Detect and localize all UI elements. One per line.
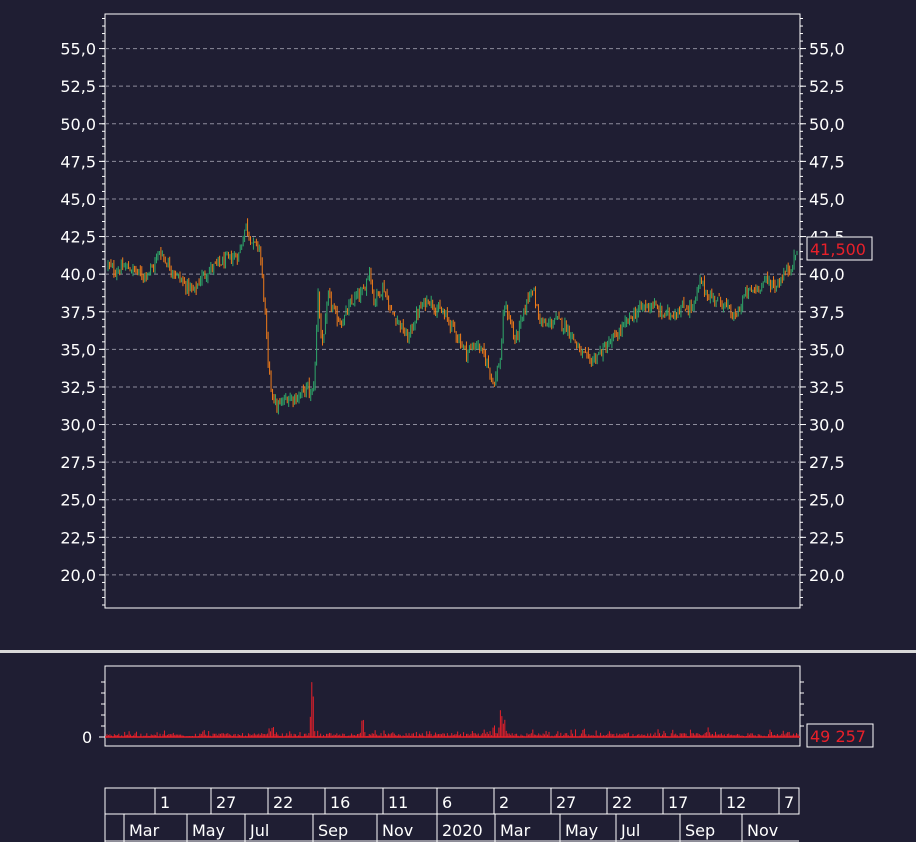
last-price-label: 41,500	[810, 240, 866, 259]
y-tick-label-right: 50,0	[809, 115, 845, 134]
y-tick-label-right: 52,5	[809, 77, 845, 96]
y-tick-label-right: 47,5	[809, 152, 845, 171]
date-tick-label: 11	[388, 793, 408, 812]
month-tick-label: Nov	[747, 821, 778, 840]
volume-bars	[105, 682, 800, 738]
y-tick-label-left: 25,0	[60, 491, 96, 510]
last-price-box	[806, 236, 873, 261]
y-tick-label-left: 35,0	[60, 340, 96, 359]
y-tick-label-right: 25,0	[809, 491, 845, 510]
y-tick-label-right: 37,5	[809, 303, 845, 322]
y-tick-label-left: 50,0	[60, 115, 96, 134]
date-tick-label: 7	[784, 793, 794, 812]
price-candles	[107, 218, 798, 415]
y-tick-label-right: 45,0	[809, 190, 845, 209]
y-tick-label-left: 27,5	[60, 453, 96, 472]
y-tick-label-right: 22,5	[809, 528, 845, 547]
date-tick-label: 27	[216, 793, 236, 812]
y-tick-label-right: 32,5	[809, 378, 845, 397]
volume-plot-area[interactable]	[104, 665, 801, 747]
y-tick-label-left: 30,0	[60, 416, 96, 435]
y-tick-label-left: 45,0	[60, 190, 96, 209]
y-tick-label-right: 35,0	[809, 340, 845, 359]
price-gridlines	[105, 48, 800, 576]
price-axis-left: 55,0 52,5 50,0 47,5 45,0 42,5 40,0 37,5 35,0 32,5…	[60, 18, 105, 606]
y-tick-label-right: 40,0	[809, 265, 845, 284]
y-tick-label-left: 40,0	[60, 265, 96, 284]
y-tick-label-left: 32,5	[60, 378, 96, 397]
y-tick-label-left: 22,5	[60, 528, 96, 547]
month-tick-label: Mar	[500, 821, 531, 840]
y-tick-label-left: 55,0	[60, 40, 96, 59]
volume-zero-label: 0	[82, 728, 92, 747]
month-tick-label: May	[192, 821, 225, 840]
y-tick-label-right: 55,0	[809, 40, 845, 59]
volume-last-box	[806, 723, 874, 748]
panel-separator[interactable]	[0, 650, 916, 653]
y-tick-label-left: 37,5	[60, 303, 96, 322]
month-tick-label: Mar	[129, 821, 160, 840]
month-tick-label: Jul	[620, 821, 640, 840]
price-axis-right: 55,052,550,047,545,042,540,037,535,032,5…	[800, 18, 845, 606]
volume-axis-left	[99, 681, 804, 738]
y-tick-label-left: 52,5	[60, 77, 96, 96]
date-tick-label: 12	[726, 793, 746, 812]
date-tick-label: 22	[273, 793, 293, 812]
date-tick-label: 27	[556, 793, 576, 812]
month-tick-label: May	[565, 821, 598, 840]
y-tick-label-left: 47,5	[60, 152, 96, 171]
date-tick-label: 22	[612, 793, 632, 812]
month-tick-label: Sep	[318, 821, 348, 840]
date-tick-label: 2	[499, 793, 509, 812]
y-tick-label-left: 42,5	[60, 228, 96, 247]
date-axis: 1 27 22 16 11 6 2 27 22 17 12 7 Mar May Jul Sep Nov 2020…	[104, 787, 800, 842]
y-tick-label-right: 30,0	[809, 416, 845, 435]
y-tick-label-right: 20,0	[809, 566, 845, 585]
price-plot-area[interactable]	[104, 13, 801, 609]
month-tick-label: Sep	[685, 821, 715, 840]
volume-last-label: 49 257	[810, 727, 866, 746]
month-tick-label: Nov	[382, 821, 413, 840]
date-tick-label: 6	[442, 793, 452, 812]
month-tick-label: 2020	[442, 821, 483, 840]
y-tick-label-left: 20,0	[60, 566, 96, 585]
date-tick-label: 1	[160, 793, 170, 812]
date-tick-label: 17	[668, 793, 688, 812]
month-tick-label: Jul	[249, 821, 269, 840]
date-tick-label: 16	[330, 793, 350, 812]
y-tick-label-right: 27,5	[809, 453, 845, 472]
